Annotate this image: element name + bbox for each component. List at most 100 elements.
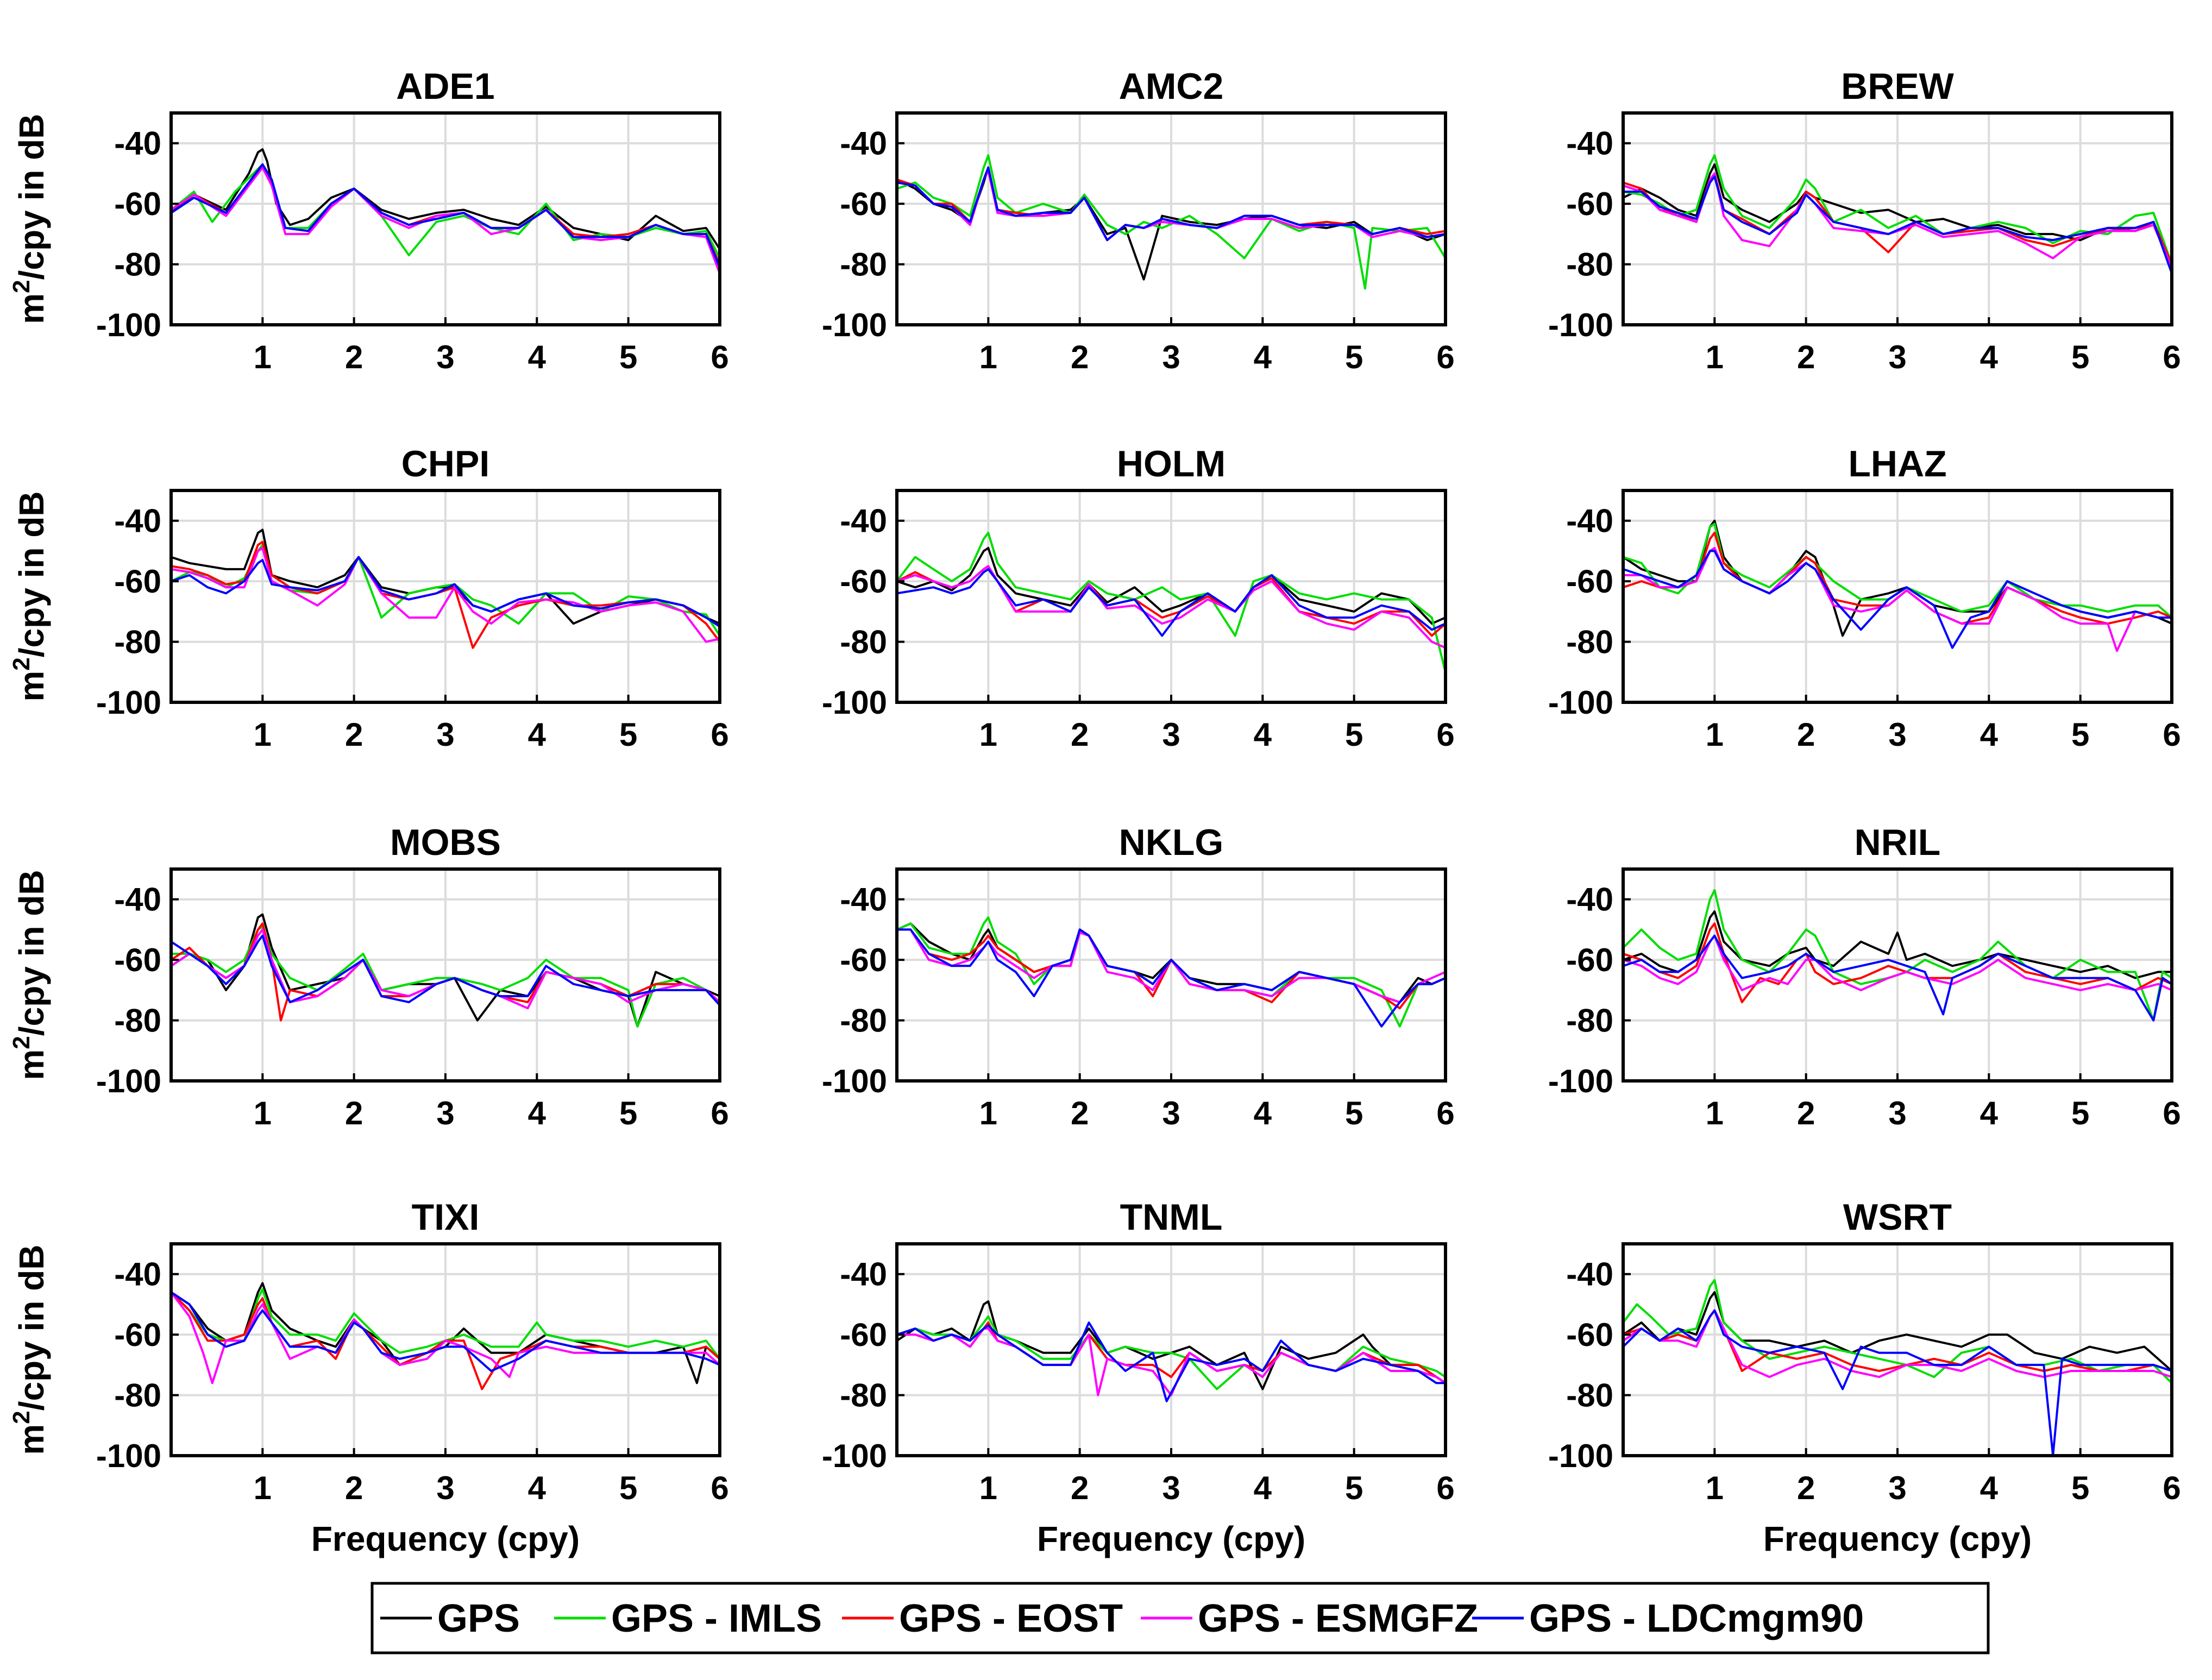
y-tick-label: -60 xyxy=(1566,563,1613,600)
series-line-gps-ldcmgm90 xyxy=(1623,1309,2172,1456)
x-tick-label: 6 xyxy=(711,339,728,375)
y-tick-label: -80 xyxy=(840,1003,887,1039)
y-tick-label: -40 xyxy=(114,882,161,918)
x-tick-label: 6 xyxy=(2163,716,2180,753)
x-tick-label: 1 xyxy=(979,1095,997,1131)
x-tick-label: 1 xyxy=(979,716,997,753)
x-tick-label: 2 xyxy=(1797,1095,1815,1131)
y-tick-label: -60 xyxy=(114,563,161,600)
x-tick-label: 4 xyxy=(1980,716,1999,753)
series-line-gps-esmgfz xyxy=(897,565,1446,649)
series-line-gps-imls xyxy=(1623,1279,2172,1384)
series-line-gps xyxy=(171,148,720,250)
x-tick-label: 4 xyxy=(1254,1095,1272,1131)
x-tick-label: 1 xyxy=(254,339,272,375)
x-tick-label: 5 xyxy=(2071,1095,2089,1131)
x-tick-label: 6 xyxy=(711,1470,728,1506)
y-axis-label-unit: /cpy in dB xyxy=(12,491,51,657)
y-tick-label: -100 xyxy=(96,307,161,343)
y-tick-label: -100 xyxy=(822,684,887,721)
y-axis-label-superscript: 2 xyxy=(8,1036,35,1049)
series-group xyxy=(171,1282,720,1390)
panel-holm: 1 2 3 4 5 6 -100 -80 -60 -40 HOLM xyxy=(822,443,1455,753)
legend-entry: GPS - LDCmgm90 xyxy=(1472,1597,1864,1640)
y-tick-label: -100 xyxy=(1548,1438,1613,1474)
series-line-gps xyxy=(1623,1291,2172,1372)
x-tick-label: 2 xyxy=(345,1470,363,1506)
x-tick-label: 3 xyxy=(1162,716,1180,753)
legend-entry: GPS - EOST xyxy=(842,1597,1123,1640)
x-tick-label: 6 xyxy=(2163,339,2180,375)
panel-title: BREW xyxy=(1841,66,1955,107)
x-tick-label: 1 xyxy=(1706,339,1724,375)
series-line-gps-imls xyxy=(897,154,1446,290)
y-tick-label: -40 xyxy=(840,882,887,918)
series-line-gps-ldcmgm90 xyxy=(1623,175,2172,274)
panel-title: NKLG xyxy=(1119,822,1224,863)
series-group xyxy=(1623,519,2172,652)
y-tick-label: -80 xyxy=(840,247,887,283)
series-line-gps-ldcmgm90 xyxy=(171,1291,720,1372)
series-group xyxy=(897,154,1446,290)
panel-title: MOBS xyxy=(390,822,501,863)
y-tick-label: -100 xyxy=(96,684,161,721)
y-tick-label: -40 xyxy=(1566,503,1613,539)
x-tick-label: 6 xyxy=(1436,1095,1454,1131)
y-tick-label: -80 xyxy=(114,247,161,283)
x-tick-label: 3 xyxy=(1888,1095,1906,1131)
x-tick-label: 6 xyxy=(2163,1470,2180,1506)
y-tick-label: -100 xyxy=(1548,307,1613,343)
series-line-gps-imls xyxy=(897,1315,1446,1390)
panel-title: ADE1 xyxy=(396,66,494,107)
y-axis-label-unit: /cpy in dB xyxy=(12,114,51,280)
y-axis-label-superscript: 2 xyxy=(8,657,35,670)
x-tick-label: 1 xyxy=(979,1470,997,1506)
x-tick-label: 2 xyxy=(1797,716,1815,753)
series-line-gps-esmgfz xyxy=(1623,934,2172,991)
x-tick-label: 3 xyxy=(1162,1095,1180,1131)
x-tick-label: 5 xyxy=(619,716,637,753)
y-tick-label: -100 xyxy=(822,1438,887,1474)
legend: GPS GPS - IMLS GPS - EOST GPS - ESMGFZ GPS -… xyxy=(370,1582,1990,1654)
y-tick-label: -40 xyxy=(114,1256,161,1293)
y-tick-label: -40 xyxy=(1566,882,1613,918)
x-tick-label: 5 xyxy=(2071,339,2089,375)
y-axis-label-base: m xyxy=(12,671,51,702)
x-tick-label: 3 xyxy=(1888,339,1906,375)
series-group xyxy=(171,528,720,649)
y-tick-label: -80 xyxy=(114,624,161,660)
series-line-gps-eost xyxy=(1623,922,2172,1004)
series-group xyxy=(1623,1279,2172,1456)
y-tick-label: -40 xyxy=(114,503,161,539)
y-tick-label: -60 xyxy=(840,1317,887,1353)
series-group xyxy=(1623,889,2172,1022)
series-group xyxy=(897,1300,1446,1402)
y-tick-label: -80 xyxy=(840,624,887,660)
y-axis-label-base: m xyxy=(12,1049,51,1080)
x-tick-label: 1 xyxy=(254,1095,272,1131)
y-tick-label: -80 xyxy=(114,1003,161,1039)
y-tick-label: -80 xyxy=(1566,1003,1613,1039)
y-tick-label: -60 xyxy=(114,186,161,222)
x-tick-label: 3 xyxy=(436,339,454,375)
x-tick-label: 5 xyxy=(619,1470,637,1506)
series-line-gps-eost xyxy=(1623,532,2172,625)
x-tick-label: 1 xyxy=(1706,1095,1724,1131)
x-tick-label: 2 xyxy=(1797,339,1815,375)
x-tick-label: 5 xyxy=(2071,716,2089,753)
x-tick-label: 2 xyxy=(1071,716,1089,753)
series-line-gps-ldcmgm90 xyxy=(897,928,1446,1028)
x-tick-label: 5 xyxy=(1345,339,1363,375)
legend-label: GPS - EOST xyxy=(899,1597,1123,1640)
y-tick-label: -40 xyxy=(840,1256,887,1293)
y-tick-label: -60 xyxy=(840,942,887,978)
y-tick-label: -100 xyxy=(822,1063,887,1099)
panel-title: LHAZ xyxy=(1848,443,1946,485)
panel-nril: 1 2 3 4 5 6 -100 -80 -60 -40 NRIL xyxy=(1548,822,2181,1131)
panel-title: WSRT xyxy=(1843,1197,1952,1238)
x-tick-label: 4 xyxy=(1980,339,1999,375)
